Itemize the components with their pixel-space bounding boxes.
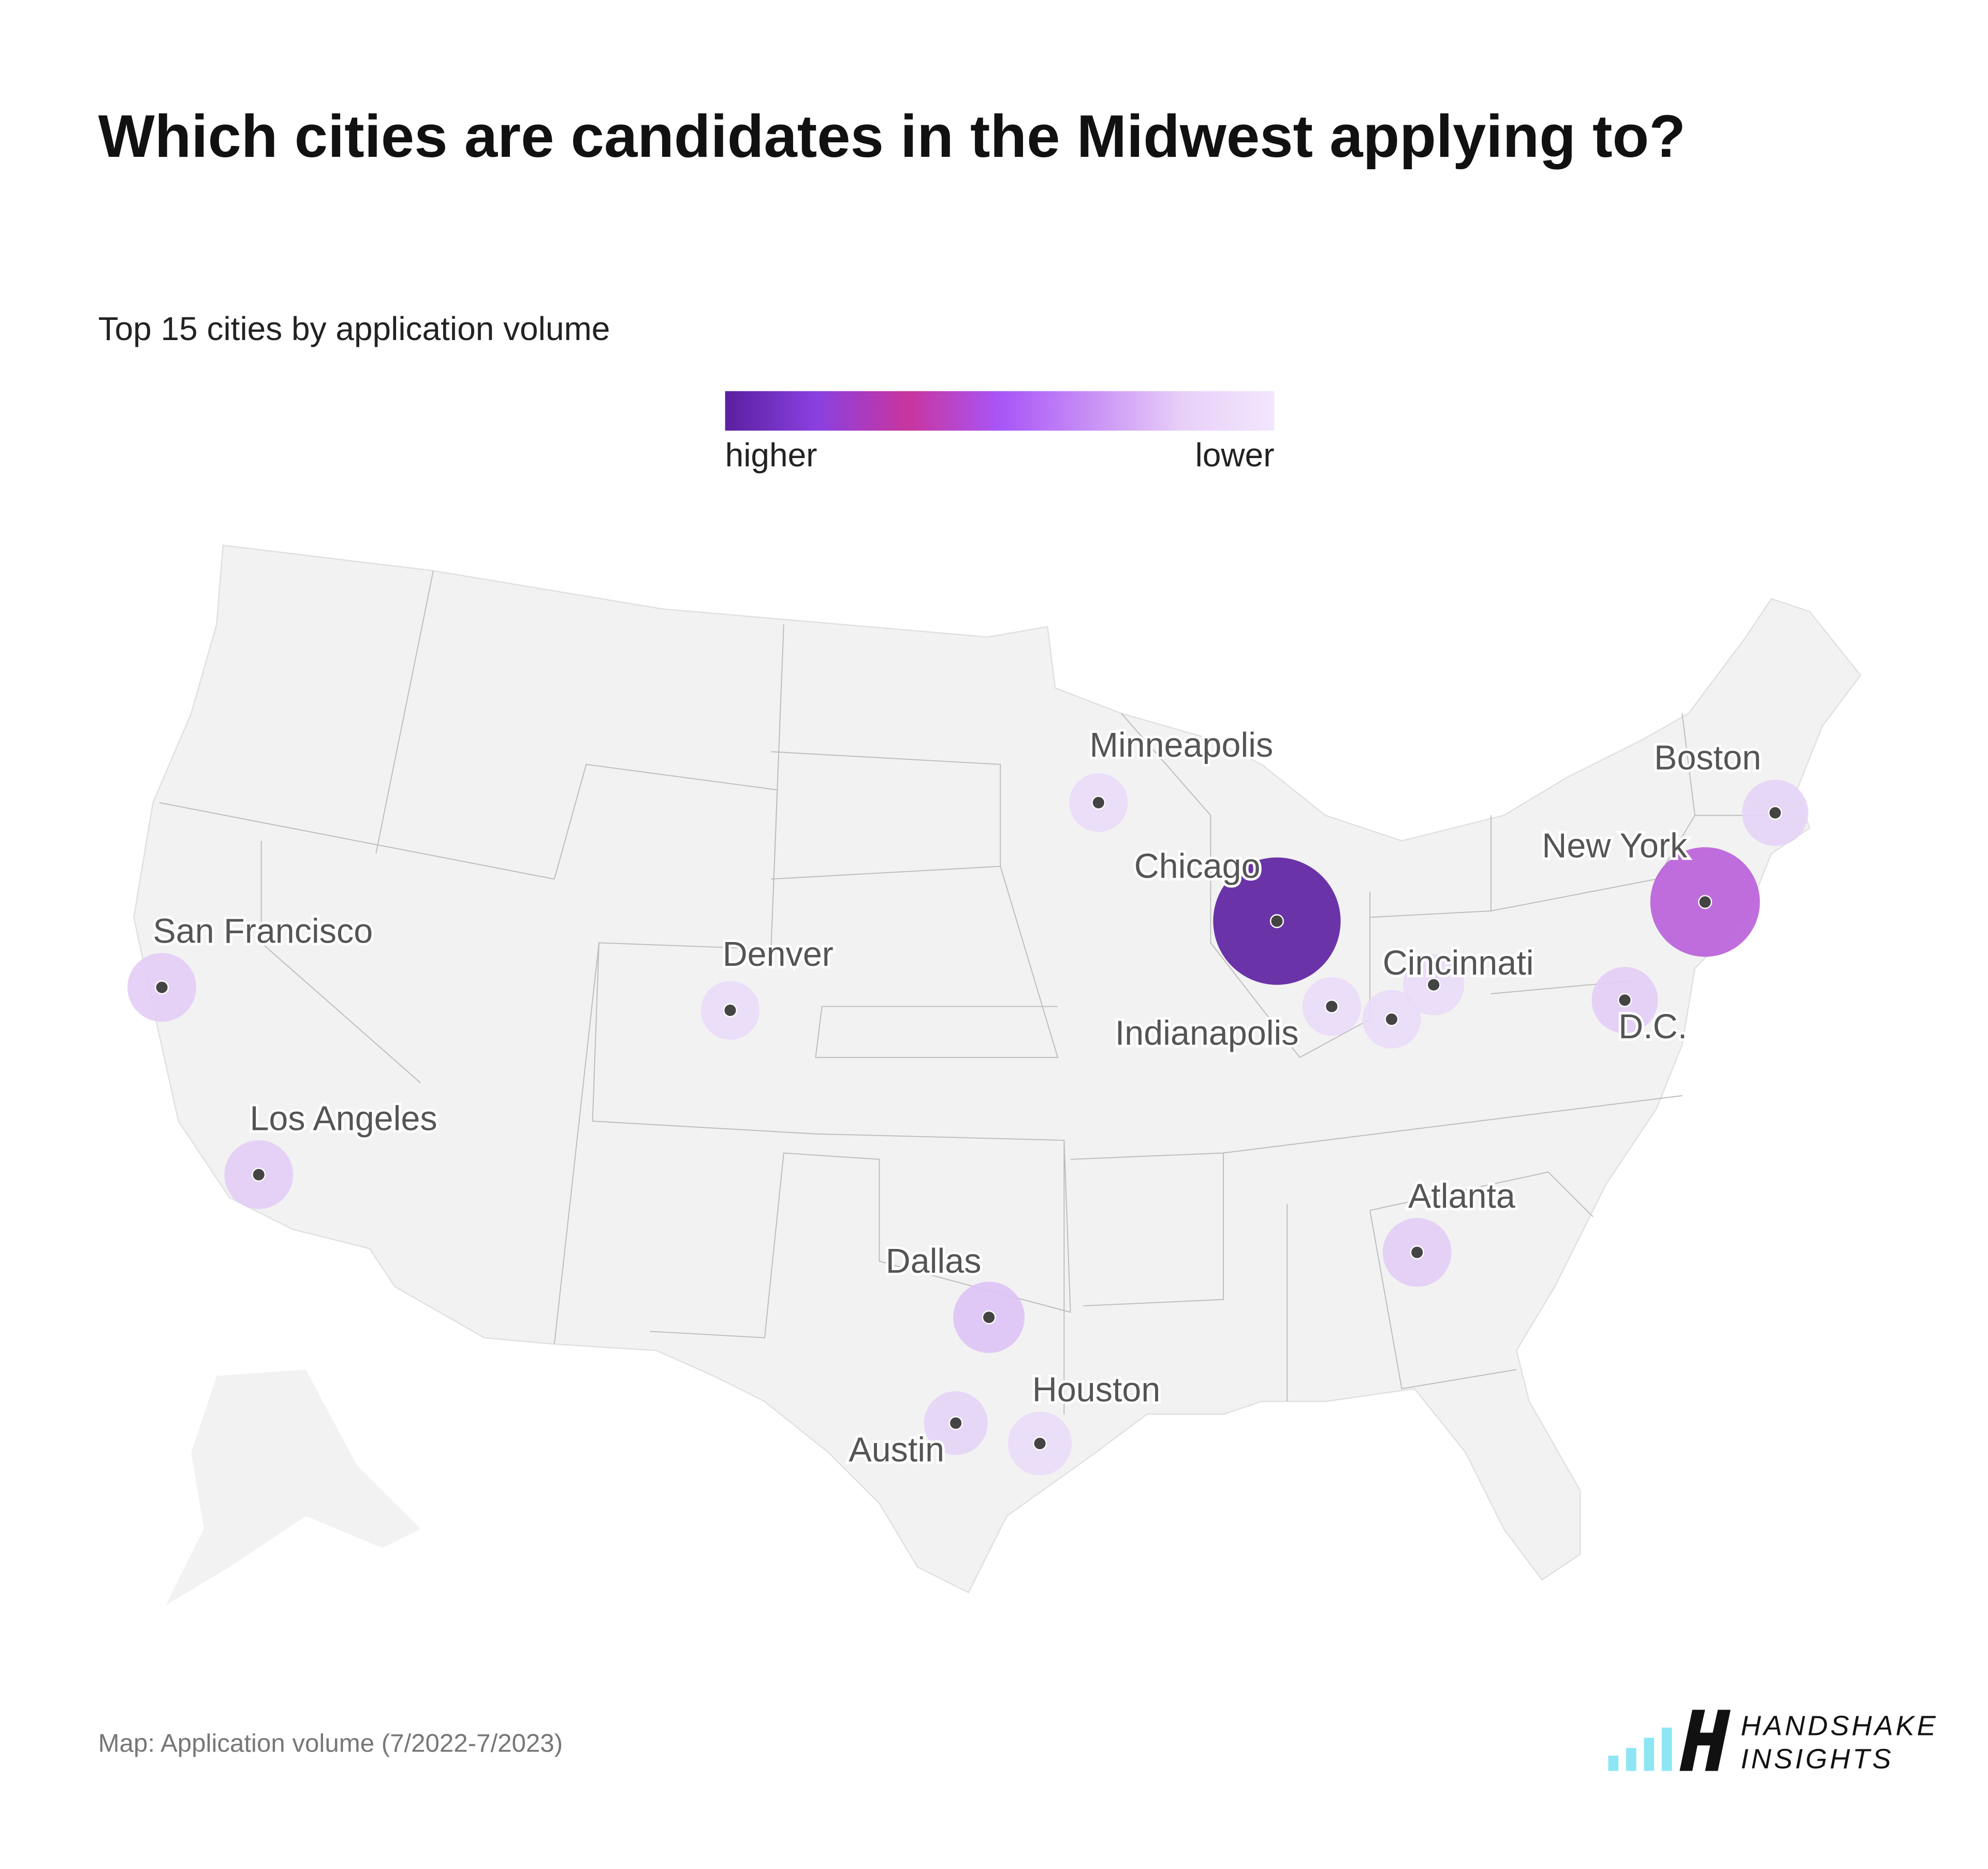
city-label: Boston [1654, 739, 1761, 777]
city-dot [948, 1416, 963, 1431]
city-dot [982, 1310, 996, 1325]
city-label: Chicago [1134, 847, 1261, 886]
city-label: D.C. [1618, 1008, 1687, 1046]
city-label: Cincinnati [1383, 944, 1534, 982]
logo-bar [1661, 1727, 1672, 1771]
legend-gradient [725, 391, 1275, 431]
alaska [166, 1370, 421, 1606]
city-label: New York [1542, 827, 1688, 865]
chart-title: Which cities are candidates in the Midwe… [98, 101, 1686, 170]
city-dot [155, 980, 169, 995]
city-dot [1410, 1245, 1424, 1260]
city-dot [1269, 914, 1284, 929]
city-label: Denver [723, 935, 834, 974]
logo: HANDSHAKE INSIGHTS [1608, 1710, 1938, 1775]
city-label: Atlanta [1408, 1177, 1515, 1215]
logo-mark [1679, 1710, 1731, 1771]
city-label: Minneapolis [1090, 726, 1274, 764]
city-dot [723, 1003, 738, 1018]
logo-text: INSIGHTS [1741, 1744, 1893, 1775]
city-label: San Francisco [153, 912, 373, 950]
city-dot [1324, 999, 1339, 1014]
logo-bar [1608, 1755, 1619, 1771]
city-dot [1033, 1436, 1047, 1451]
source-note: Map: Application volume (7/2022-7/2023) [98, 1729, 563, 1758]
city-dot [1617, 993, 1632, 1007]
map [133, 544, 1862, 1606]
subtitle: Top 15 cities by application volume [98, 310, 610, 347]
city-label: Indianapolis [1115, 1014, 1299, 1052]
city-dot [1384, 1012, 1399, 1026]
city-dot [1768, 805, 1782, 820]
city-label: Los Angeles [250, 1099, 437, 1138]
city-label: Dallas [886, 1242, 982, 1281]
logo-text: HANDSHAKE [1741, 1711, 1938, 1742]
cities: San Francisco Los Angeles Denver Minneapoli… [127, 724, 1808, 1476]
city-dot [252, 1167, 266, 1182]
city-dot [1698, 895, 1713, 909]
city-dot [1091, 796, 1106, 810]
title-box: Which cities are candidates in the Midwe… [98, 101, 1686, 170]
city-label: Austin [849, 1431, 944, 1469]
city-label: Houston [1032, 1371, 1161, 1409]
us-outline [133, 544, 1862, 1594]
logo-bar [1626, 1748, 1636, 1771]
logo-bar [1644, 1738, 1655, 1771]
city-dot [1426, 978, 1441, 992]
legend-low: lower [1195, 436, 1275, 474]
legend-high: higher [725, 436, 817, 474]
